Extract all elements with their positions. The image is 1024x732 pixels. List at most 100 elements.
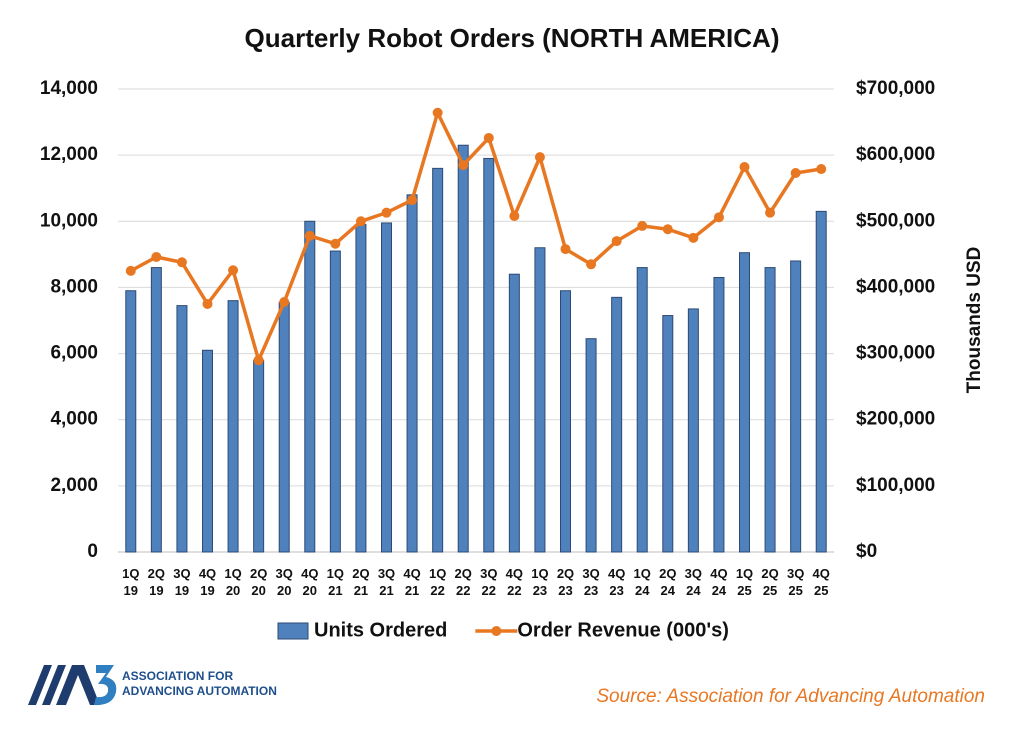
x-tick-label: 2Q 24	[659, 566, 677, 598]
line-marker	[304, 230, 315, 241]
y2-tick-label: $500,000	[856, 210, 935, 231]
bar	[125, 290, 137, 553]
y-tick-label: 10,000	[40, 210, 98, 231]
y2-tick-label: $600,000	[856, 144, 935, 165]
legend-swatch	[491, 626, 502, 636]
line-marker	[611, 236, 622, 247]
x-tick-label: 1Q 24	[633, 566, 651, 598]
bar	[202, 349, 213, 553]
legend-label: Units Ordered	[314, 619, 447, 641]
bar	[790, 260, 802, 553]
x-tick-label: 4Q 23	[607, 566, 626, 598]
x-tick-label: 1Q 21	[326, 566, 345, 598]
y-tick-label: 2,000	[50, 475, 98, 496]
bar	[687, 308, 699, 553]
grid	[118, 88, 834, 553]
line-marker	[202, 298, 213, 309]
bar	[739, 252, 750, 553]
y2-tick-label: $100,000	[856, 475, 935, 496]
y-tick-label: 14,000	[40, 78, 98, 99]
bar	[662, 315, 674, 553]
bar	[150, 267, 162, 553]
line-marker	[816, 164, 827, 175]
line-marker	[739, 162, 750, 173]
bar	[611, 296, 623, 553]
y-tick-label: 4,000	[50, 409, 98, 430]
x-tick-label: 1Q 19	[122, 566, 140, 598]
x-tick-label: 3Q 19	[173, 566, 191, 598]
line-marker	[765, 207, 776, 218]
y-tick-label: 12,000	[40, 144, 98, 165]
x-tick-label: 2Q 25	[761, 566, 779, 598]
line-marker	[151, 252, 162, 263]
bar	[483, 157, 495, 553]
y2-tick-label: $300,000	[856, 343, 935, 364]
line-marker	[509, 210, 520, 221]
bar	[278, 301, 290, 553]
y2-tick-label: $700,000	[856, 78, 935, 99]
x-tick-label: 4Q 24	[710, 566, 728, 598]
line-marker	[534, 152, 545, 163]
y2-tick-label: $200,000	[856, 409, 935, 430]
legend-label: Order Revenue (000's)	[517, 619, 729, 641]
line-marker	[407, 195, 418, 206]
x-tick-label: 3Q 25	[786, 566, 805, 598]
bar	[176, 305, 188, 553]
x-tick-label: 1Q 23	[531, 566, 549, 598]
x-tick-label: 3Q 23	[582, 566, 600, 598]
line-marker	[330, 238, 341, 249]
line-marker	[381, 207, 392, 218]
bar	[329, 250, 341, 553]
line-marker	[560, 244, 571, 255]
line-marker	[176, 257, 187, 268]
x-tick-label: 4Q 19	[198, 566, 217, 598]
x-tick-label: 3Q 20	[275, 566, 293, 598]
y-tick-label: 0	[87, 541, 98, 562]
x-tick-label: 2Q 21	[352, 566, 370, 598]
bar	[355, 224, 367, 553]
bar	[636, 267, 648, 553]
source-note: Source: Association for Advancing Automa…	[596, 686, 985, 707]
x-tick-label: 4Q 22	[505, 566, 524, 598]
bar	[457, 144, 469, 553]
x-tick-label: 2Q 19	[147, 566, 166, 598]
x-tick-label: 4Q 21	[403, 566, 421, 598]
x-tick-label: 2Q 23	[556, 566, 575, 598]
line-marker	[662, 224, 673, 235]
line-marker	[713, 212, 724, 223]
x-tick-label: 3Q 21	[377, 566, 396, 598]
line	[129, 107, 822, 366]
y2-tick-label: $400,000	[856, 276, 935, 297]
line-marker	[637, 220, 648, 231]
logo	[28, 665, 117, 706]
legend-swatch	[277, 622, 309, 640]
line-marker	[279, 296, 290, 307]
chart-title: Quarterly Robot Orders (NORTH AMERICA)	[245, 23, 780, 53]
bar	[560, 290, 571, 553]
line-marker	[432, 107, 443, 118]
bar	[534, 247, 546, 553]
line-marker	[458, 160, 469, 171]
logo-text: ADVANCING AUTOMATION	[122, 684, 277, 698]
bar	[764, 267, 776, 553]
line-marker	[790, 168, 801, 179]
x-tick-label: 3Q 22	[480, 566, 498, 598]
bar	[304, 220, 316, 553]
line-marker	[253, 355, 264, 366]
bar	[432, 167, 444, 553]
bar	[227, 300, 239, 553]
line-marker	[228, 265, 239, 276]
line-marker	[483, 132, 494, 143]
y2-tick-label: $0	[856, 541, 877, 562]
x-tick-label: 1Q 20	[224, 566, 242, 598]
x-tick-label: 2Q 20	[249, 566, 268, 598]
bar	[253, 359, 265, 553]
x-tick-label: 1Q 25	[735, 566, 754, 598]
line-marker	[688, 232, 699, 243]
bar	[406, 194, 418, 553]
x-tick-label: 1Q 22	[428, 566, 447, 598]
line-marker	[125, 265, 136, 276]
x-tick-label: 3Q 24	[684, 566, 703, 598]
